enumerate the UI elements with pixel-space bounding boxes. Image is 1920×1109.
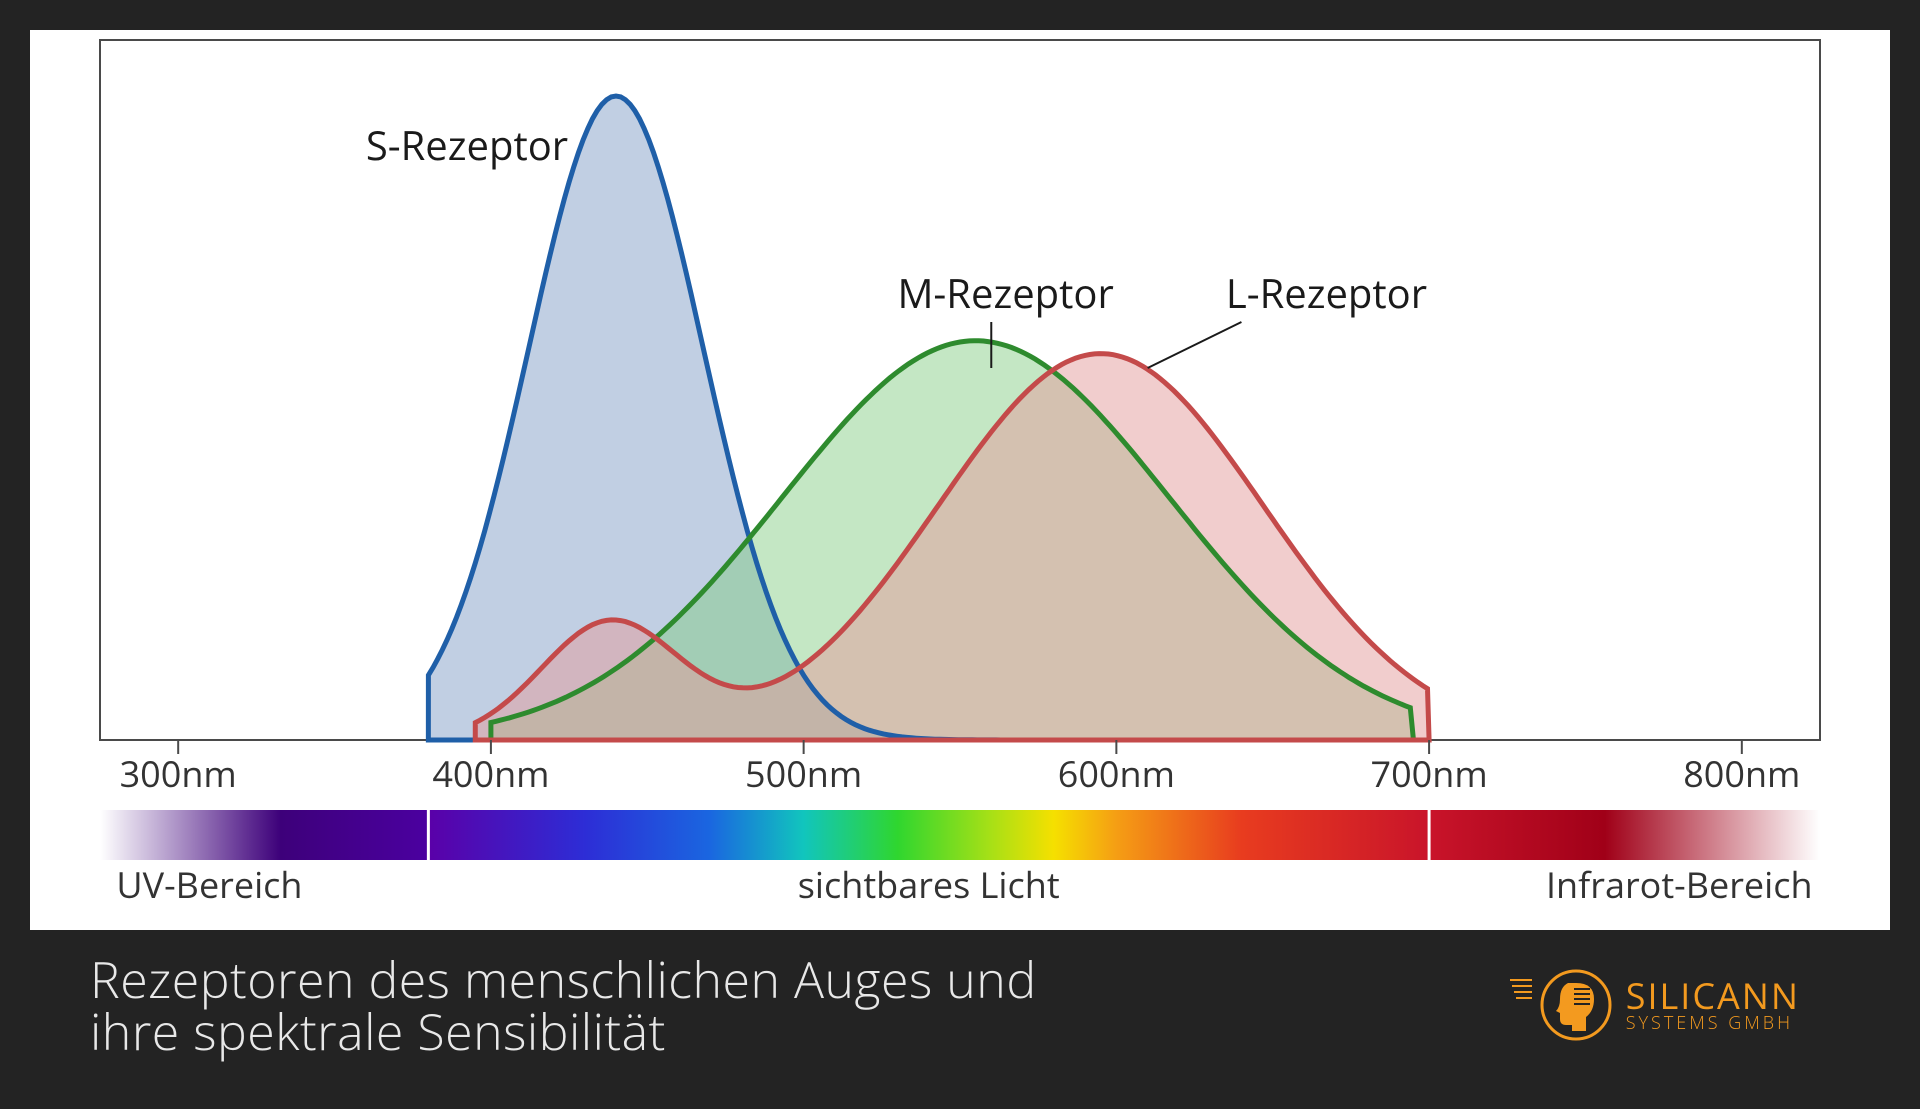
- logo-head-icon: [1540, 969, 1612, 1041]
- ir-region-label: Infrarot-Bereich: [1546, 860, 1813, 909]
- x-tick-label: 600nm: [1058, 749, 1175, 798]
- company-logo: SILICANN SYSTEMS GMBH: [1540, 969, 1840, 1041]
- spectrum-uv: [100, 810, 428, 860]
- x-tick-label: 800nm: [1683, 749, 1800, 798]
- l-leader: [1148, 322, 1242, 368]
- footer-bar: Rezeptoren des menschlichen Auges undihr…: [30, 930, 1890, 1080]
- x-tick-label: 700nm: [1371, 749, 1488, 798]
- uv-region-label: UV-Bereich: [116, 860, 302, 909]
- frame: 300nm 400nm 500nm 600nm 700nm 800nm S-Rezeptor…: [0, 0, 1920, 1109]
- footer-title: Rezeptoren des menschlichen Auges undihr…: [90, 953, 1037, 1058]
- logo-lines-icon: [1508, 976, 1534, 1002]
- chart-panel: 300nm 400nm 500nm 600nm 700nm 800nm S-Rezeptor…: [30, 30, 1890, 930]
- x-tick-label: 500nm: [745, 749, 862, 798]
- logo-sub-text: SYSTEMS GMBH: [1626, 1014, 1800, 1033]
- spectrum-ir: [1429, 810, 1820, 860]
- chart-svg: 300nm 400nm 500nm 600nm 700nm 800nm S-Rezeptor…: [30, 30, 1890, 930]
- s-label: S-Rezeptor: [366, 117, 568, 172]
- visible-region-label: sichtbares Licht: [798, 860, 1060, 909]
- m-label: M-Rezeptor: [897, 265, 1113, 320]
- spectrum-visible: [428, 810, 1429, 860]
- x-tick-label: 300nm: [120, 749, 237, 798]
- logo-main-text: SILICANN: [1626, 977, 1800, 1015]
- x-tick-label: 400nm: [432, 749, 549, 798]
- l-label: L-Rezeptor: [1226, 265, 1427, 320]
